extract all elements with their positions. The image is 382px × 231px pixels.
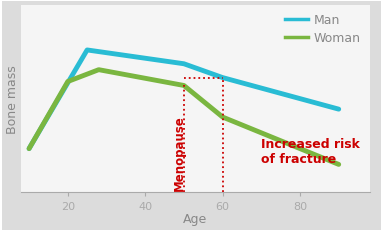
Y-axis label: Bone mass: Bone mass <box>6 65 19 133</box>
Legend: Man, Woman: Man, Woman <box>283 12 363 48</box>
X-axis label: Age: Age <box>183 213 208 225</box>
Text: Increased risk
of fracture: Increased risk of fracture <box>261 137 360 165</box>
Text: Menopause: Menopause <box>173 115 186 191</box>
